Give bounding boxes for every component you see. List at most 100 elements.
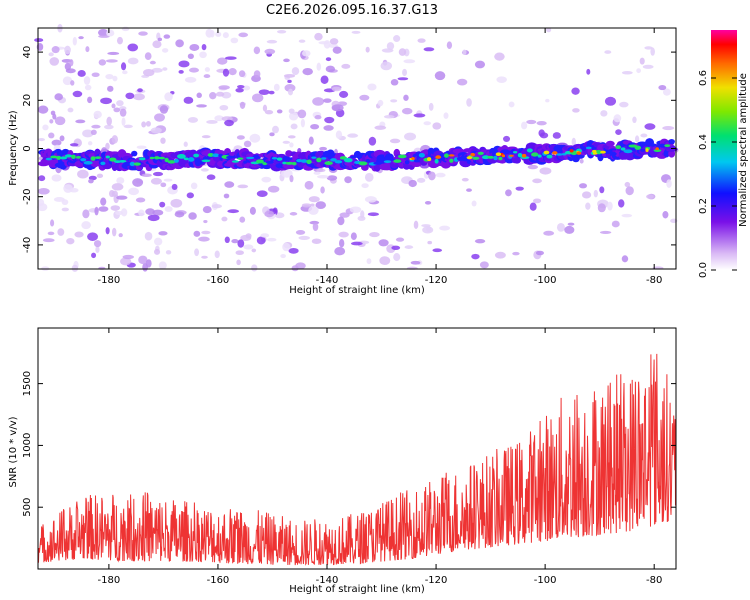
heatmap-cell [150, 177, 162, 185]
colorbar-tick-label: 0.0 [698, 262, 709, 278]
colorbar-label: Normalized spectral amplitude [738, 73, 749, 227]
heatmap-cell [174, 211, 185, 218]
heatmap-cell [532, 178, 542, 184]
heatmap-cell [162, 67, 168, 71]
heatmap-cell [71, 264, 79, 272]
heatmap-cell [277, 29, 287, 34]
heatmap-cell [398, 48, 407, 56]
heatmap-cell [428, 102, 434, 111]
heatmap-cell [600, 110, 608, 117]
heatmap-cell [639, 57, 645, 65]
heatmap-cell [351, 30, 361, 34]
heatmap-cell [174, 158, 179, 163]
heatmap-cell [364, 196, 377, 203]
colorbar-ticks: 0.0 0.2 0.4 0.6 [698, 70, 737, 278]
heatmap-cell [556, 222, 565, 232]
heatmap-cell [592, 149, 597, 153]
heatmap-cell [91, 252, 97, 259]
heatmap-cell [98, 206, 109, 212]
y-tick-label: 40 [22, 46, 33, 59]
heatmap-cell [408, 179, 417, 188]
heatmap-cell [50, 155, 58, 159]
heatmap-cell [48, 132, 55, 139]
heatmap-cell [141, 121, 147, 128]
x-tick-label: -120 [425, 275, 448, 286]
heatmap-cell [287, 135, 296, 139]
heatmap-cell [121, 117, 126, 127]
heatmap-cell [109, 157, 117, 162]
heatmap-cell [93, 240, 102, 248]
heatmap-cell [104, 124, 114, 130]
heatmap-cell [226, 155, 235, 159]
heatmap-cell [138, 31, 148, 36]
heatmap-cell [170, 198, 183, 208]
heatmap-cell [158, 156, 166, 160]
heatmap-cell [304, 180, 314, 190]
heatmap-cell [82, 209, 90, 219]
heatmap-cell [111, 227, 117, 237]
y-tick-label: 1000 [22, 433, 33, 458]
heatmap-cell [579, 158, 584, 164]
heatmap-cell [552, 151, 558, 155]
heatmap-cell [498, 156, 503, 161]
heatmap-cell [284, 84, 296, 92]
heatmap-cell [543, 150, 550, 155]
heatmap-cell [158, 231, 168, 236]
heatmap-cell [324, 116, 335, 124]
heatmap-cell [115, 210, 123, 216]
heatmap-cell [52, 113, 57, 120]
heatmap-cell [410, 260, 421, 265]
spectrogram-panel: -180 -160 -140 -120 -100 -80 -40 -20 0 20 40 Heig… [8, 23, 679, 296]
heatmap-cell [227, 209, 240, 214]
heatmap-cell [539, 167, 552, 175]
heatmap-cell [116, 177, 125, 184]
heatmap-cell [624, 181, 631, 188]
heatmap-cell [224, 181, 235, 188]
heatmap-cell [150, 127, 162, 134]
heatmap-cell [471, 200, 477, 207]
heatmap-cell [78, 36, 84, 40]
heatmap-cell [621, 71, 633, 75]
heatmap-cell [283, 73, 296, 78]
heatmap-cell [461, 177, 469, 182]
heatmap-cell [339, 239, 345, 248]
heatmap-cell [645, 148, 649, 153]
heatmap-cell [167, 160, 176, 164]
colorbar-gradient [711, 30, 737, 270]
heatmap-cell [193, 230, 201, 237]
heatmap-cell [159, 201, 166, 208]
heatmap-cell [49, 57, 60, 66]
heatmap-cell [105, 227, 110, 235]
heatmap-cell [53, 196, 65, 202]
heatmap-cell [435, 172, 446, 178]
heatmap-cell [118, 159, 127, 163]
heatmap-cell [323, 40, 331, 49]
heatmap-cell [100, 97, 112, 105]
heatmap-cell [496, 76, 507, 83]
heatmap-cell [576, 151, 582, 155]
heatmap-cell [546, 154, 553, 159]
heatmap-cell [184, 76, 197, 83]
heatmap-cell [343, 158, 353, 163]
heatmap-cell [422, 226, 434, 234]
heatmap-cell [118, 233, 123, 238]
heatmap-cell [215, 91, 225, 97]
heatmap-cell [494, 52, 505, 61]
heatmap-cell [94, 206, 99, 216]
heatmap-cell [418, 152, 425, 158]
heatmap-cell [201, 44, 207, 51]
heatmap-cell [75, 156, 81, 159]
heatmap-cell [145, 259, 152, 268]
heatmap-cell [106, 29, 115, 37]
heatmap-cell [599, 230, 612, 234]
heatmap-cell [154, 113, 165, 122]
heatmap-cell [289, 142, 294, 148]
heatmap-cell [236, 259, 241, 266]
heatmap-cell [237, 85, 245, 89]
heatmap-cell [158, 261, 167, 270]
heatmap-cell [471, 253, 480, 260]
heatmap-cell [206, 120, 218, 124]
heatmap-cell [332, 46, 342, 54]
heatmap-cell [122, 254, 135, 260]
heatmap-cell [308, 136, 314, 145]
